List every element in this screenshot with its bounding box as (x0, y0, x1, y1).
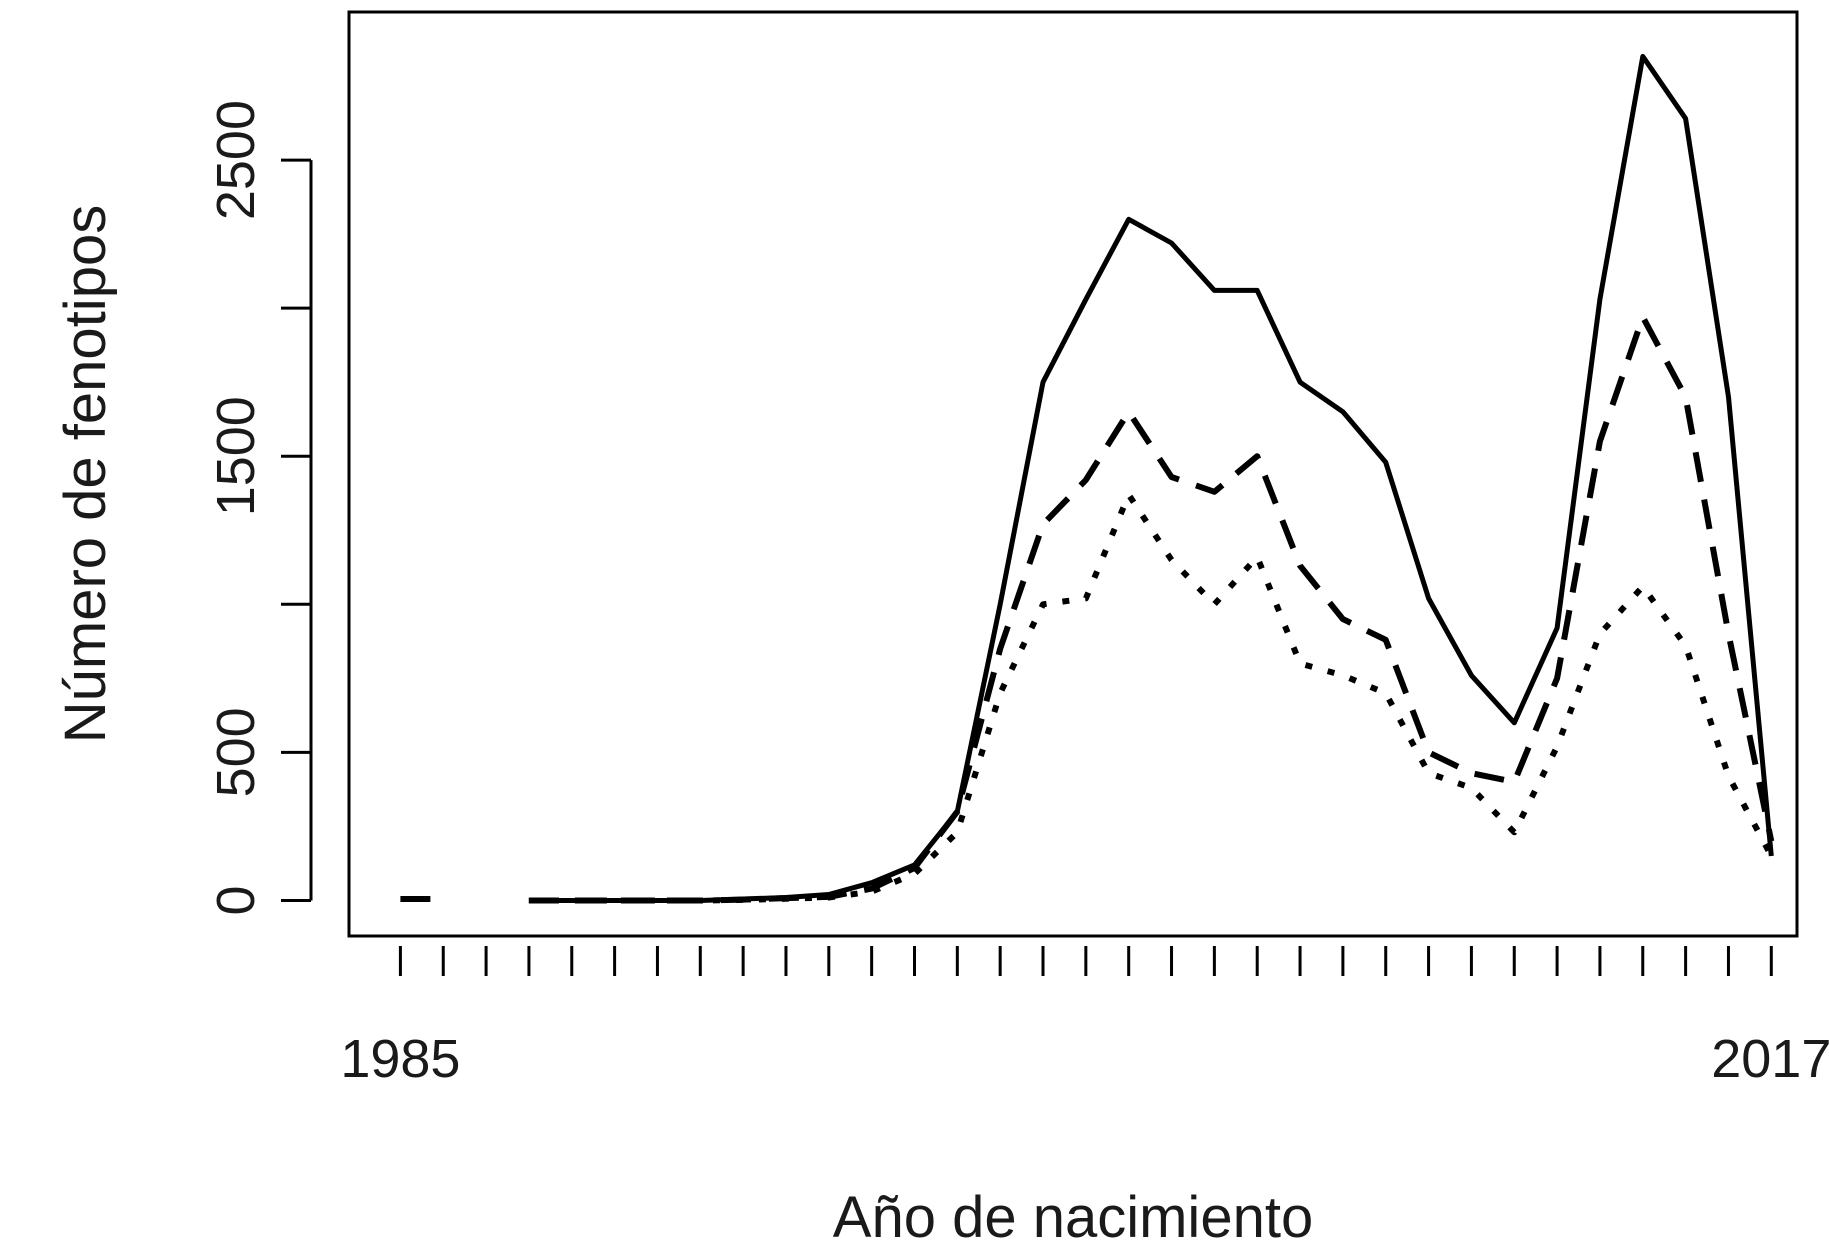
y-tick-label: 0 (206, 885, 266, 915)
x-tick-label: 2017 (1711, 1029, 1829, 1089)
y-tick-label: 1500 (206, 396, 266, 516)
series-layer (400, 53, 1775, 904)
x-axis-title: Año de nacimiento (833, 1185, 1313, 1245)
y-tick-label: 2500 (206, 100, 266, 220)
series-line-solid (528, 53, 1774, 903)
y-axis-title: Número de fenotipos (53, 205, 118, 743)
plot-frame (347, 10, 1799, 938)
x-axis: 1985 2017 (340, 946, 1829, 1089)
series-line-dotted (528, 491, 1774, 904)
y-axis: 0 500 1500 2500 (206, 100, 313, 915)
series-line-dashed (400, 314, 1775, 904)
x-tick-label: 1985 (340, 1029, 460, 1089)
y-tick-label: 500 (206, 707, 266, 797)
